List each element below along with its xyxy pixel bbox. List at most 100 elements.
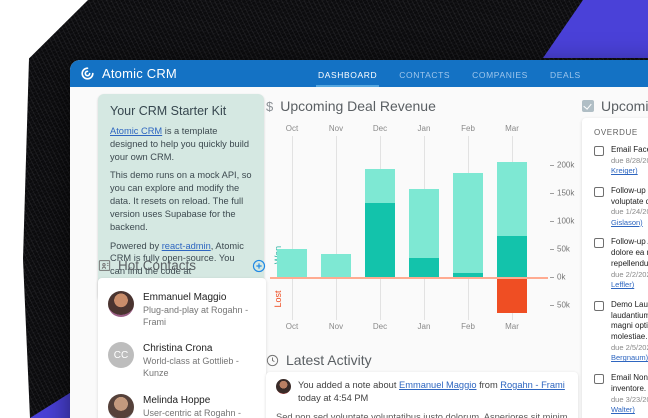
task-body: Follow-up Illuvoluptate quidue 1/24/202G… xyxy=(611,186,648,229)
activity-entry: You added a note about Emmanuel Maggio f… xyxy=(276,379,568,405)
task-row: Follow-up Acdolore ea nosrepellendus rdu… xyxy=(594,237,648,290)
y-axis-label: 200k xyxy=(557,160,575,170)
task-title-line: repellendus r xyxy=(611,258,648,268)
upcoming-tasks-card: OVERDUE Email Faceredue 8/28/202Kreiger)… xyxy=(582,118,648,418)
bar-pending xyxy=(409,189,439,258)
avatar: CC xyxy=(108,342,134,369)
y-axis-label: 50k xyxy=(557,300,570,310)
bar-pending xyxy=(321,254,351,277)
task-due-date: due 3/23/202 xyxy=(611,394,648,404)
task-contact: Bergnaum) xyxy=(611,353,648,364)
task-contact: Leffler) xyxy=(611,280,648,291)
y-axis-tick xyxy=(550,193,554,194)
tab-contacts[interactable]: CONTACTS xyxy=(399,69,451,80)
starter-kit-p3-pre: Powered by xyxy=(110,240,162,251)
task-checkbox[interactable] xyxy=(594,238,604,249)
task-title-line: inventore. xyxy=(611,383,647,393)
tab-deals[interactable]: DEALS xyxy=(549,69,581,80)
contact-row[interactable]: CC Christina Crona World-class at Gottlieb… xyxy=(98,335,266,386)
month-label-top: Oct xyxy=(285,124,299,133)
starter-kit-title: Your CRM Starter Kit xyxy=(110,104,227,118)
task-contact-link[interactable]: Leffler) xyxy=(611,280,635,290)
app-navbar: Atomic CRM DASHBOARD CONTACTS COMPANIES DEA… xyxy=(70,60,648,87)
activity-mid: from xyxy=(476,380,501,390)
activity-note-preview: Sed non sed voluptate voluptatibus iusto… xyxy=(276,412,568,418)
activity-company-link[interactable]: Rogahn - Frami xyxy=(500,380,565,390)
atomic-crm-logo-icon xyxy=(80,66,95,81)
activity-text: You added a note about Emmanuel Maggio f… xyxy=(298,379,568,405)
task-body: Demo Laudanlaudantium dmagni optio amole… xyxy=(611,300,648,364)
revenue-title: Upcoming Deal Revenue xyxy=(280,98,436,114)
contact-subtitle: User-centric at Rogahn - Frami xyxy=(143,407,242,418)
task-contact: Kreiger) xyxy=(611,166,648,177)
chart-gridline xyxy=(292,136,293,320)
bar-won xyxy=(497,236,527,277)
month-label-bottom: Feb xyxy=(461,322,475,331)
hot-contacts-header: Hot Contacts xyxy=(98,258,266,273)
tab-dashboard[interactable]: DASHBOARD xyxy=(316,60,380,87)
starter-kit-card: Your CRM Starter Kit Atomic CRM is a tem… xyxy=(98,94,264,301)
clock-icon xyxy=(266,354,279,367)
nav-tabs: DASHBOARD CONTACTS COMPANIES DEALS xyxy=(316,60,583,87)
task-row: Email Non esinventore.due 3/23/202Walter… xyxy=(594,373,648,416)
task-title-line: Demo Laudan xyxy=(611,299,648,309)
y-axis-label: 100k xyxy=(557,216,575,226)
add-contact-button[interactable] xyxy=(252,259,266,273)
tab-companies[interactable]: COMPANIES xyxy=(472,69,528,80)
activity-avatar xyxy=(276,379,291,394)
y-axis-label: 0k xyxy=(557,272,566,282)
month-label-bottom: Nov xyxy=(328,322,344,331)
task-title-line: Email Facere xyxy=(611,145,648,154)
react-admin-link[interactable]: react-admin xyxy=(161,240,211,251)
contact-name: Melinda Hoppe xyxy=(143,394,211,406)
task-checkbox[interactable] xyxy=(594,300,604,311)
month-label-top: Jan xyxy=(417,124,431,133)
task-body: Follow-up Acdolore ea nosrepellendus rdu… xyxy=(611,237,648,290)
month-label-bottom: Dec xyxy=(372,322,388,331)
avatar xyxy=(108,291,134,317)
task-row: Demo Laudanlaudantium dmagni optio amole… xyxy=(594,300,648,364)
y-axis-label: 150k xyxy=(557,188,575,198)
contact-row[interactable]: Emmanuel Maggio Plug-and-play at Rogahn -… xyxy=(98,284,266,335)
contact-name: Christina Crona xyxy=(143,343,213,355)
task-checkbox[interactable] xyxy=(594,373,604,384)
task-body: Email Non esinventore.due 3/23/202Walter… xyxy=(611,373,648,416)
hot-contacts-title: Hot Contacts xyxy=(118,258,197,273)
starter-kit-paragraph-2: This demo runs on a mock API, so you can… xyxy=(110,170,252,232)
month-label-top: Nov xyxy=(328,124,344,133)
app-window: Atomic CRM DASHBOARD CONTACTS COMPANIES DEA… xyxy=(70,60,648,418)
bar-pending xyxy=(277,249,307,277)
task-title-line: voluptate qui xyxy=(611,196,648,206)
task-contact-link[interactable]: Kreiger) xyxy=(611,166,638,176)
task-contact: Gislason) xyxy=(611,218,648,229)
task-contact-link[interactable]: Walter) xyxy=(611,405,635,415)
month-label-bottom: Mar xyxy=(505,322,519,331)
task-title-line: Follow-up Ac xyxy=(611,237,648,247)
atomic-crm-link[interactable]: Atomic CRM xyxy=(110,126,163,136)
activity-pre: You added a note about xyxy=(298,380,399,390)
task-contact-link[interactable]: Bergnaum) xyxy=(611,353,648,363)
contact-badge-icon xyxy=(98,259,111,272)
task-checkbox[interactable] xyxy=(594,146,604,156)
task-contact-link[interactable]: Gislason) xyxy=(611,217,643,227)
tasks-list: Email Faceredue 8/28/202Kreiger) Follow-u… xyxy=(594,145,648,416)
app-title: Atomic CRM xyxy=(102,66,177,81)
y-axis-label: 50k xyxy=(557,244,570,254)
y-axis-tick xyxy=(550,277,554,278)
bar-won xyxy=(453,273,483,277)
task-title-line: dolore ea nos xyxy=(611,248,648,258)
month-label-bottom: Jan xyxy=(417,322,431,331)
task-title-line: molestiae. xyxy=(611,332,648,342)
contact-subtitle: World-class at Gottlieb - Kunze xyxy=(143,356,239,379)
bar-won xyxy=(409,257,439,277)
lost-axis-label: Lost xyxy=(273,290,283,308)
task-due-date: due 1/24/202 xyxy=(611,207,648,217)
overdue-section-label: OVERDUE xyxy=(594,128,638,137)
bar-pending xyxy=(453,172,483,274)
activity-contact-link[interactable]: Emmanuel Maggio xyxy=(399,380,477,390)
task-checkbox[interactable] xyxy=(594,186,604,197)
contact-info: Christina Crona World-class at Gottlieb -… xyxy=(143,342,256,379)
task-row: Email Faceredue 8/28/202Kreiger) xyxy=(594,145,648,177)
latest-activity-card: You added a note about Emmanuel Maggio f… xyxy=(266,372,578,418)
